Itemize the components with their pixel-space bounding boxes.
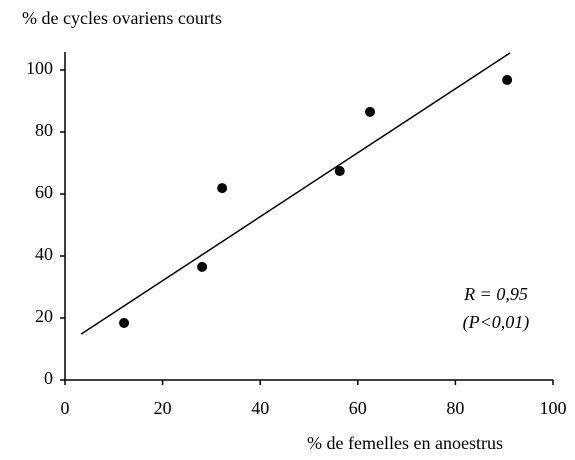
y-tick-label: 0	[44, 368, 53, 388]
x-tick-label: 100	[540, 398, 567, 418]
x-tick-label: 60	[349, 398, 367, 418]
point	[334, 166, 345, 177]
annotation: (P<0,01)	[463, 312, 530, 333]
x-tick-label: 0	[61, 398, 70, 418]
annotation: R = 0,95	[463, 284, 528, 304]
y-tick-label: 80	[35, 120, 53, 140]
y-axis-label: % de cycles ovariens courts	[22, 8, 222, 28]
point	[217, 183, 228, 194]
point	[119, 317, 130, 328]
point	[502, 74, 513, 85]
y-tick-label: 20	[35, 306, 53, 326]
fit-line	[80, 52, 511, 335]
point	[365, 106, 375, 117]
x-tick-label: 80	[446, 398, 464, 418]
y-tick-label: 40	[35, 244, 53, 264]
y-tick-label: 100	[26, 58, 53, 78]
x-tick-label: 20	[154, 398, 172, 418]
x-tick-label: 40	[251, 398, 269, 418]
point	[197, 261, 208, 272]
y-tick-label: 60	[35, 182, 53, 202]
x-axis-label: % de femelles en anoestrus	[307, 433, 503, 453]
